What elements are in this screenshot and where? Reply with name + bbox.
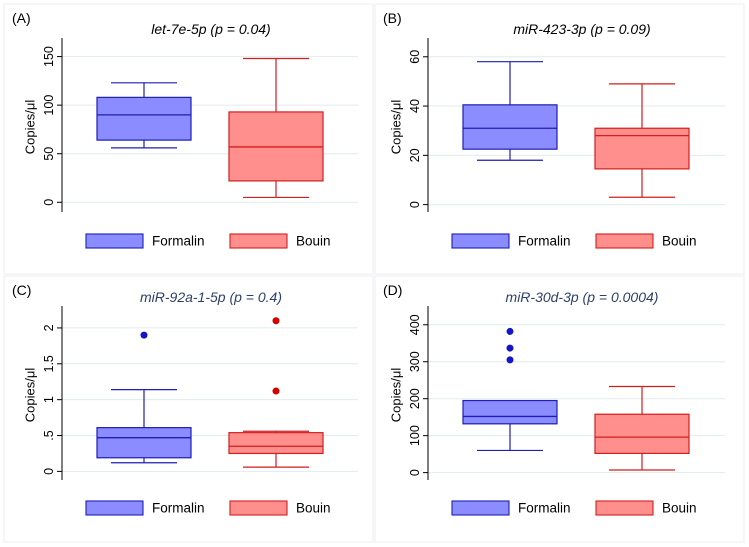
y-tick-label: 150	[42, 46, 56, 67]
y-tick-label: 400	[408, 314, 422, 335]
chart-title: miR-30d-3p (p = 0.0004)	[506, 289, 659, 305]
bouin-box	[228, 432, 324, 455]
legend-label-bouin: Bouin	[662, 501, 697, 516]
y-tick-label: 0	[42, 199, 56, 206]
y-tick-label: 200	[408, 388, 422, 409]
legend-swatch-formalin	[451, 233, 510, 249]
panel-label: (D)	[383, 282, 402, 298]
y-axis-label: Copies/μl	[389, 100, 404, 155]
formalin-box	[96, 96, 192, 141]
y-axis-label: Copies/μl	[389, 368, 404, 423]
legend-swatch-bouin	[595, 500, 654, 516]
y-tick-label: .5	[42, 430, 56, 440]
chart-panel-2: 0 20 40 60 Copies/μl (B) miR-423-3p (p = 0.09)…	[374, 3, 745, 275]
legend-label-bouin: Bouin	[296, 234, 331, 249]
panel-frame	[374, 275, 745, 543]
legend-label-formalin: Formalin	[518, 234, 571, 249]
bouin-outlier-point	[272, 317, 280, 325]
y-tick-label: 0	[408, 201, 422, 208]
chart-title: let-7e-5p (p = 0.04)	[151, 21, 270, 37]
panel-label: (C)	[12, 282, 31, 298]
y-tick-label: 50	[42, 147, 56, 161]
legend-swatch-formalin	[85, 233, 144, 249]
legend-swatch-bouin	[595, 233, 654, 249]
formalin-outlier-point	[140, 331, 148, 339]
legend-swatch-bouin	[229, 500, 288, 516]
legend-label-formalin: Formalin	[152, 234, 205, 249]
bouin-outlier-point	[272, 387, 280, 395]
y-tick-label: 1.5	[42, 355, 56, 372]
y-tick-label: 1	[42, 396, 56, 403]
y-tick-label: 0	[408, 469, 422, 476]
formalin-box	[462, 399, 558, 425]
y-tick-label: 100	[408, 425, 422, 446]
legend-label-bouin: Bouin	[662, 234, 697, 249]
y-tick-label: 60	[408, 50, 422, 64]
formalin-outlier-point	[506, 356, 514, 364]
y-tick-label: 0	[42, 468, 56, 475]
legend: Formalin Bouin	[451, 500, 697, 516]
legend-swatch-bouin	[229, 233, 288, 249]
chart-title: miR-423-3p (p = 0.09)	[513, 21, 650, 37]
panel-label: (A)	[12, 10, 31, 26]
panel-label: (B)	[383, 10, 402, 26]
y-axis-label: Copies/μl	[23, 100, 38, 155]
legend: Formalin Bouin	[85, 500, 331, 516]
legend: Formalin Bouin	[85, 233, 331, 249]
legend: Formalin Bouin	[451, 233, 697, 249]
legend-swatch-formalin	[451, 500, 510, 516]
legend-label-formalin: Formalin	[152, 501, 205, 516]
y-tick-label: 300	[408, 351, 422, 372]
formalin-outlier-point	[506, 327, 514, 335]
panel-frame	[3, 275, 374, 543]
chart-panel-3: 0 .5 1 1.5 2 Copies/μl (C) miR-92a-1-5p (p = 0.…	[3, 275, 374, 543]
y-tick-label: 2	[42, 324, 56, 331]
legend-swatch-formalin	[85, 500, 144, 516]
formalin-box	[96, 427, 192, 459]
legend-label-bouin: Bouin	[296, 501, 331, 516]
y-tick-label: 100	[42, 95, 56, 116]
formalin-outlier-point	[506, 344, 514, 352]
formalin-box	[462, 104, 558, 150]
y-axis-label: Copies/μl	[23, 368, 38, 423]
bouin-box	[594, 413, 690, 454]
legend-label-formalin: Formalin	[518, 501, 571, 516]
chart-panel-4: 0 100 200 300 400 Copies/μl (D) miR-30d-3p (p =…	[374, 275, 745, 543]
bouin-box	[594, 127, 690, 170]
y-tick-label: 20	[408, 148, 422, 162]
chart-panel-1: 0 50 100 150 Copies/μl (A) let-7e-5p (p = 0.04…	[3, 3, 374, 275]
chart-title: miR-92a-1-5p (p = 0.4)	[140, 289, 282, 305]
y-tick-label: 40	[408, 99, 422, 113]
